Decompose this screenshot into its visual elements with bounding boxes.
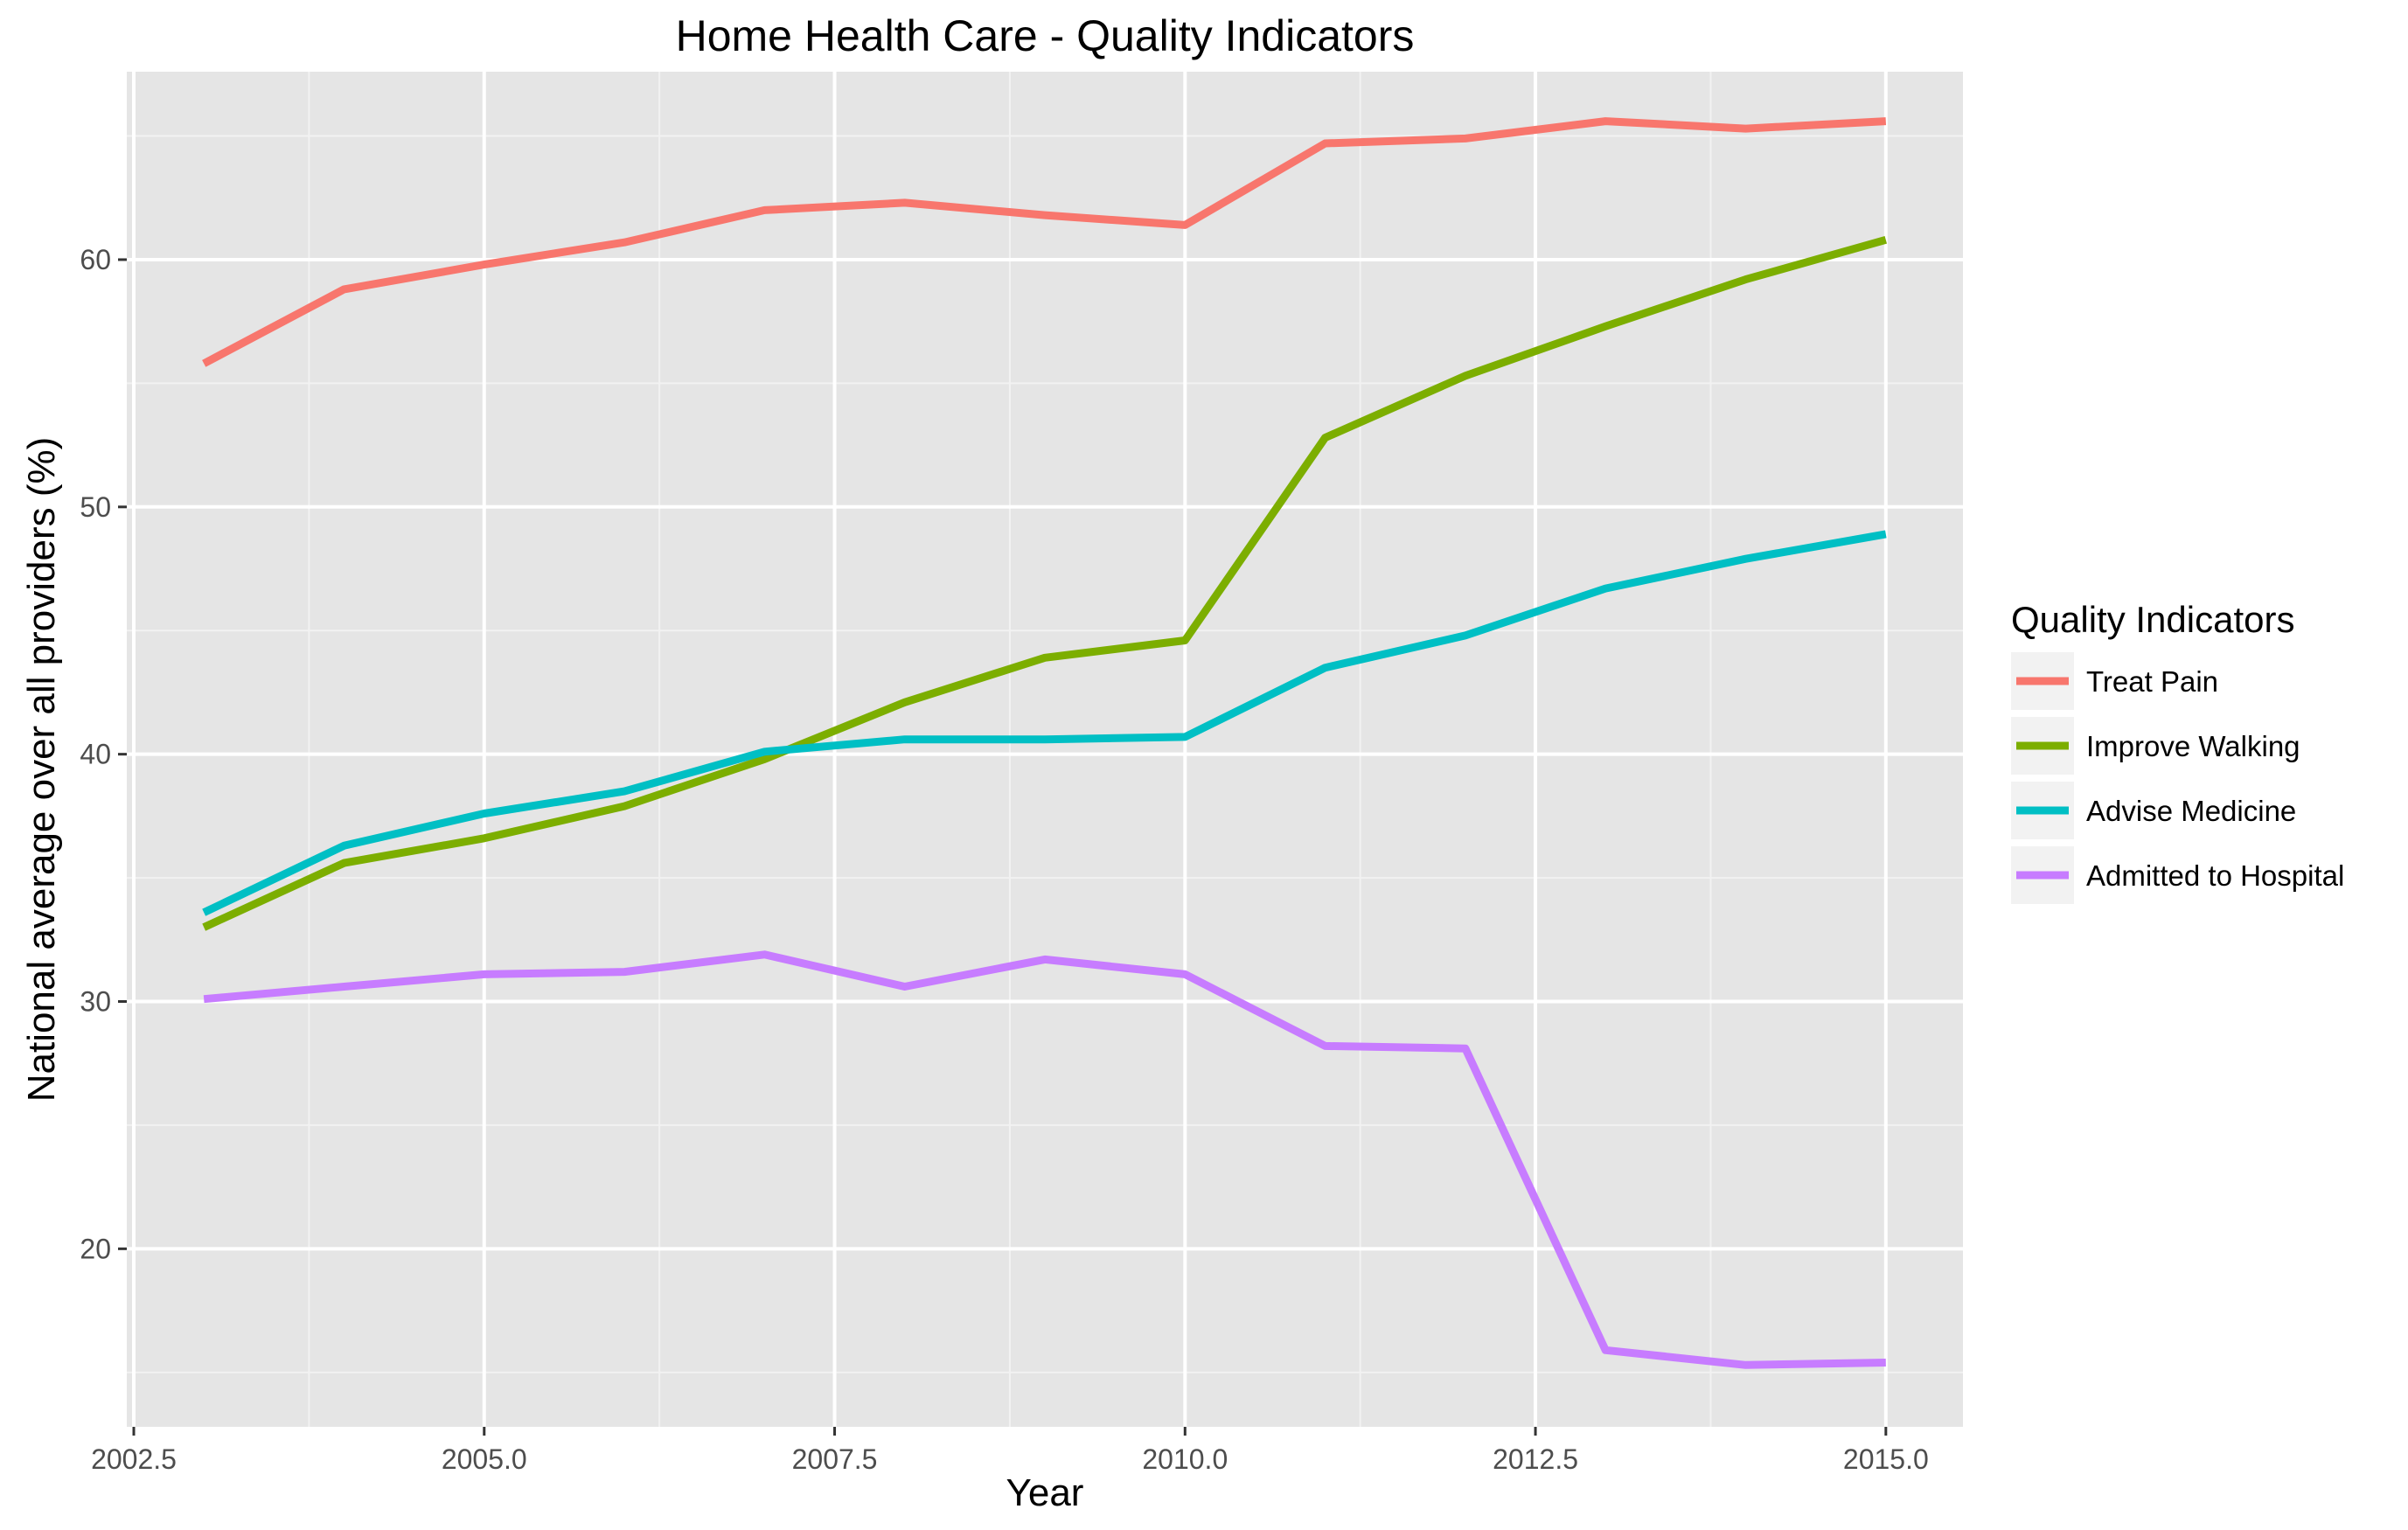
y-tick-label: 20 (80, 1233, 111, 1264)
legend-label-admitted-to-hospital: Admitted to Hospital (2086, 859, 2344, 892)
chart-title: Home Health Care - Quality Indicators (676, 11, 1415, 60)
y-tick-label: 40 (80, 739, 111, 770)
x-tick-label: 2005.0 (442, 1443, 527, 1475)
series-line-treat-pain (202, 117, 1887, 367)
x-tick-label: 2007.5 (792, 1443, 878, 1475)
y-tick-label: 60 (80, 244, 111, 275)
series-line-admitted-to-hospital (203, 950, 1886, 1369)
series-lines (202, 117, 1888, 1369)
x-tick-label: 2002.5 (91, 1443, 177, 1475)
series-line-advise-medicine (202, 530, 1887, 916)
x-tick-label: 2012.5 (1493, 1443, 1578, 1475)
axes: 2002.5 2005.0 2007.5 2010.0 2012.5 2015.0 20 30… (80, 244, 1928, 1475)
gridlines (127, 72, 1963, 1427)
y-tick-label: 50 (80, 491, 111, 523)
y-axis-title: National average over all providers (%) (20, 437, 63, 1102)
x-tick-label: 2015.0 (1843, 1443, 1929, 1475)
legend-title: Quality Indicators (2011, 599, 2294, 640)
x-tick-label: 2010.0 (1142, 1443, 1228, 1475)
legend-label-treat-pain: Treat Pain (2086, 665, 2218, 698)
plot-panel (127, 72, 1963, 1427)
legend-label-advise-medicine: Advise Medicine (2086, 795, 2296, 827)
legend: Quality Indicators Treat Pain Improve Wal… (2011, 599, 2344, 904)
plot-panel-background (127, 72, 1963, 1427)
x-axis-title: Year (1006, 1471, 1084, 1514)
legend-label-improve-walking: Improve Walking (2086, 730, 2300, 762)
series-line-improve-walking (202, 235, 1888, 931)
y-tick-label: 30 (80, 986, 111, 1018)
